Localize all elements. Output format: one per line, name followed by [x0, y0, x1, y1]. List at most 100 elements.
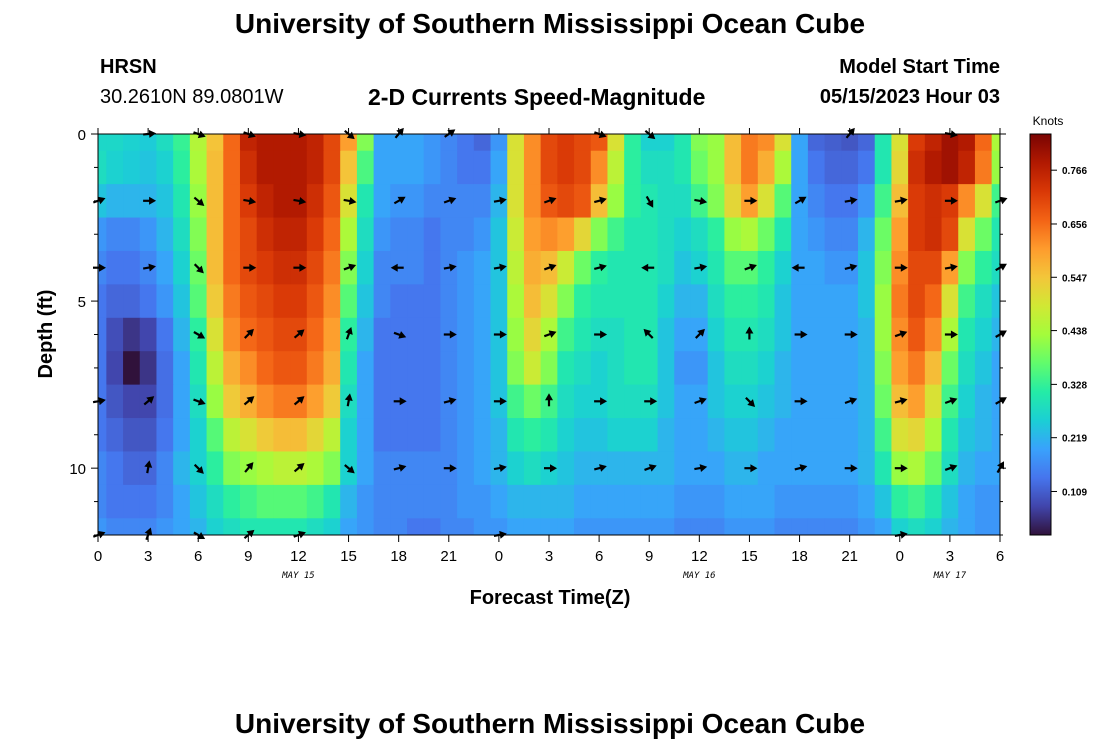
heatmap-cell — [123, 418, 141, 453]
current-vector-arrow — [544, 464, 557, 473]
heatmap-cell — [807, 184, 826, 219]
heatmap-cell — [674, 284, 692, 319]
heatmap-cell — [490, 518, 508, 535]
heatmap-cell — [624, 384, 642, 419]
heatmap-cell — [891, 484, 909, 519]
current-vector-arrow — [493, 397, 507, 406]
heatmap-cell — [473, 484, 492, 519]
heatmap-cell — [139, 134, 158, 152]
heatmap-cell — [874, 351, 893, 386]
heatmap-cell — [507, 184, 525, 219]
heatmap-cell — [624, 484, 642, 519]
heatmap-cell — [306, 217, 325, 252]
heatmap-cell — [523, 351, 542, 386]
current-vector-arrow — [844, 330, 858, 339]
heatmap-cell — [306, 184, 325, 219]
heatmap-cell — [774, 250, 792, 285]
current-vector-arrow — [744, 464, 758, 473]
heatmap-cell — [707, 284, 725, 319]
heatmap-cell — [473, 451, 492, 486]
x-tick-label: 9 — [244, 548, 252, 565]
x-tick-label: 12 — [290, 548, 307, 565]
heatmap-cell — [724, 418, 742, 453]
heatmap-cell — [707, 351, 725, 386]
heatmap-cell — [173, 217, 191, 252]
heatmap-cell — [423, 418, 442, 453]
current-vector-arrow — [493, 464, 507, 472]
heatmap-cell — [807, 250, 826, 285]
current-vector-arrow — [744, 196, 758, 205]
heatmap-cell — [958, 284, 976, 319]
heatmap-cell — [156, 150, 174, 185]
heatmap-cell — [373, 484, 391, 519]
heatmap-cell — [574, 217, 592, 252]
main-title: University of Southern Mississippi Ocean… — [234, 8, 866, 39]
heatmap-cell — [908, 150, 926, 185]
heatmap-cell — [256, 351, 274, 386]
heatmap-cell — [223, 317, 241, 352]
heatmap-cell — [123, 150, 141, 185]
heatmap-cell — [590, 351, 609, 386]
current-vector-arrow — [944, 196, 958, 205]
heatmap-cell — [824, 134, 842, 152]
heatmap-cell — [657, 250, 675, 285]
heatmap-cell — [958, 217, 976, 252]
heatmap-cell — [607, 518, 625, 535]
heatmap-cell — [858, 351, 876, 386]
heatmap-cell — [440, 134, 458, 152]
heatmap-cell — [791, 284, 809, 319]
heatmap-cell — [624, 451, 642, 486]
heatmap-cell — [407, 518, 425, 535]
current-vector-arrow — [193, 196, 205, 206]
heatmap-cell — [774, 184, 792, 219]
heatmap-cell — [98, 518, 107, 535]
heatmap-cell — [824, 217, 842, 252]
colorbar-tick-label: 0.328 — [1062, 380, 1087, 391]
current-vector-arrow — [593, 196, 607, 205]
heatmap-cell — [98, 217, 107, 252]
heatmap-cell — [523, 217, 542, 252]
heatmap-cell — [908, 484, 926, 519]
heatmap-cell — [574, 284, 592, 319]
heatmap-cell — [774, 418, 792, 453]
heatmap-cell — [223, 284, 241, 319]
heatmap-cell — [273, 317, 291, 352]
heatmap-cell — [657, 418, 675, 453]
current-vector-arrow — [745, 396, 756, 407]
heatmap-cell — [206, 317, 224, 352]
heatmap-cell — [724, 518, 742, 535]
heatmap-cell — [824, 518, 842, 535]
heatmap-cell — [858, 150, 876, 185]
heatmap-cell — [523, 451, 542, 486]
heatmap-cell — [574, 184, 592, 219]
heatmap-cell — [98, 150, 107, 185]
heatmap-cell — [741, 351, 759, 386]
heatmap-cell — [908, 184, 926, 219]
footer-title: University of Southern Mississippi Ocean… — [234, 708, 866, 739]
heatmap-cell — [757, 217, 776, 252]
colorbar-tick-label: 0.438 — [1062, 327, 1087, 338]
heatmap-cell — [440, 484, 458, 519]
current-vector-arrow — [694, 197, 708, 205]
heatmap-cell — [123, 451, 141, 486]
current-vector-arrow — [694, 397, 707, 405]
heatmap-cell — [423, 184, 442, 219]
heatmap-cell — [523, 317, 542, 352]
current-vector-arrow — [243, 197, 257, 205]
heatmap-cell — [741, 418, 759, 453]
heatmap-cell — [674, 484, 692, 519]
heatmap-cell — [356, 217, 375, 252]
heatmap-cell — [156, 484, 174, 519]
current-vector-arrow — [794, 397, 808, 406]
heatmap-cell — [273, 384, 291, 419]
heatmap-cell — [590, 518, 609, 535]
current-vector-arrow — [142, 263, 156, 272]
colorbar-tick-label: 0.656 — [1062, 220, 1087, 231]
heatmap-cell — [407, 184, 425, 219]
heatmap-cell — [824, 484, 842, 519]
heatmap-cell — [807, 284, 826, 319]
heatmap-cell — [741, 284, 759, 319]
heatmap-cell — [674, 451, 692, 486]
heatmap-cell — [173, 518, 191, 535]
heatmap-cell — [874, 451, 893, 486]
